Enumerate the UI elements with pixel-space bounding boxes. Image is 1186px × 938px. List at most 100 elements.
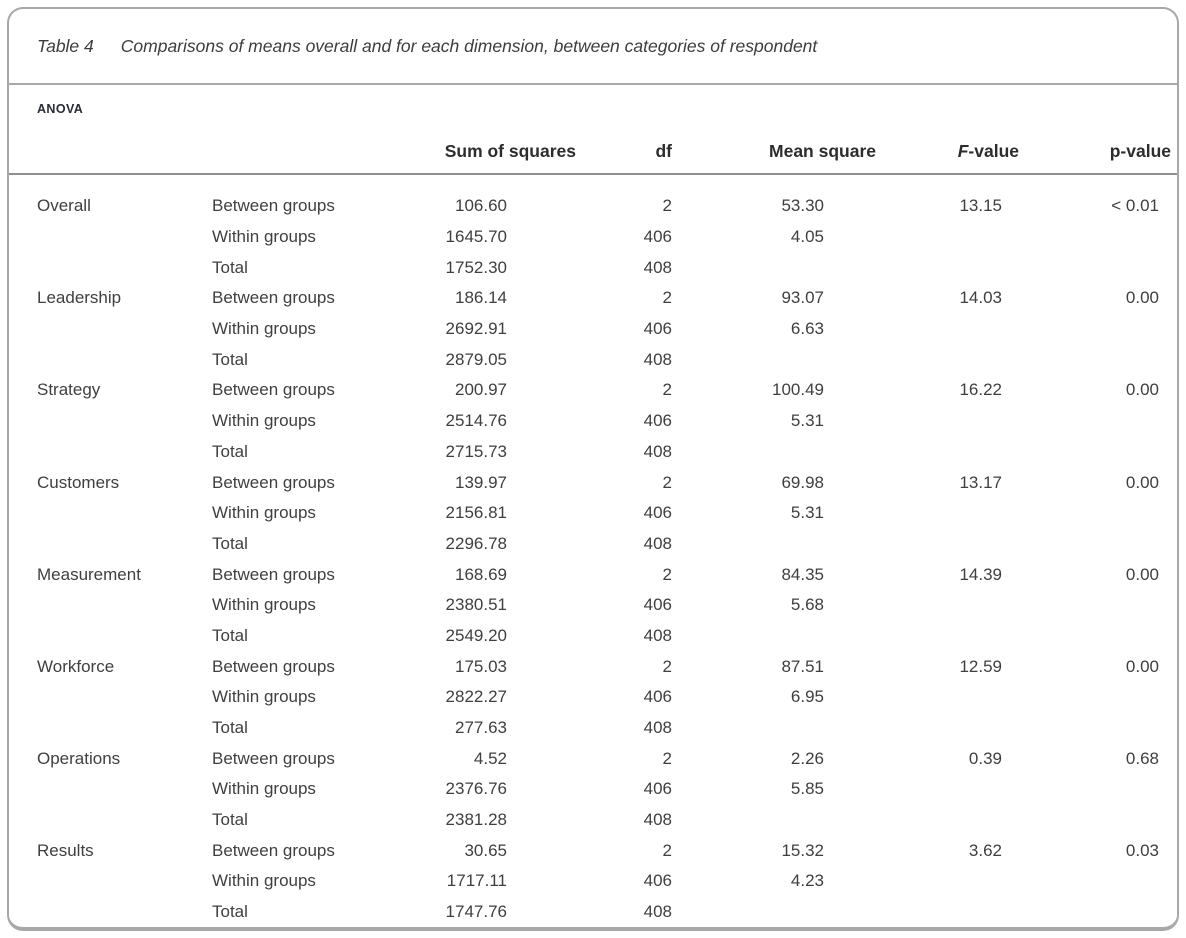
source-cell: Total <box>212 625 248 645</box>
sum-of-squares-cell: 1752.30 <box>445 257 507 277</box>
sum-of-squares-cell: 2376.76 <box>445 779 507 799</box>
sum-of-squares-cell: 1645.70 <box>445 227 507 247</box>
mean-square-cell <box>673 529 879 560</box>
sum-of-squares-cell: 2822.27 <box>445 687 507 707</box>
mean-square-cell <box>673 621 879 652</box>
dimension-cell: Leadership <box>37 288 122 308</box>
f-value-rest: -value <box>968 141 1019 161</box>
df-cell: 406 <box>643 595 672 615</box>
sum-of-squares-cell: 1747.76 <box>445 902 507 922</box>
f-value-cell: 16.22 <box>959 380 1002 400</box>
df-cell: 408 <box>643 718 672 738</box>
df-cell: 2 <box>662 380 672 400</box>
mean-square-cell: 53.30 <box>781 196 824 216</box>
source-cell: Between groups <box>212 288 335 308</box>
table-row: Strategy Between groups 200.97 2 100.49 16.22… <box>9 375 1177 406</box>
source-cell: Between groups <box>212 472 335 492</box>
source-cell: Within groups <box>212 319 316 339</box>
mean-square-cell: 5.31 <box>790 503 824 523</box>
p-value-cell <box>1021 866 1177 897</box>
df-cell: 2 <box>662 840 672 860</box>
table-row: Workforce Between groups 175.03 2 87.51 12.59… <box>9 651 1177 682</box>
f-value-cell: 14.39 <box>959 564 1002 584</box>
f-value-cell <box>879 222 1021 253</box>
source-cell: Total <box>212 349 248 369</box>
dimension-cell: Customers <box>37 472 120 492</box>
table-row: Total 2549.20 408 <box>9 621 1177 652</box>
dimension-cell <box>9 529 212 560</box>
sum-of-squares-cell: 2879.05 <box>445 349 507 369</box>
df-cell: 406 <box>643 319 672 339</box>
source-cell: Total <box>212 441 248 461</box>
df-cell: 408 <box>643 257 672 277</box>
mean-square-cell: 4.23 <box>790 871 824 891</box>
table-row: Leadership Between groups 186.14 2 93.07 14.0… <box>9 283 1177 314</box>
table-row: Total 2715.73 408 <box>9 437 1177 468</box>
p-value-cell <box>1021 252 1177 283</box>
table-row: Within groups 2822.27 406 6.95 <box>9 682 1177 713</box>
f-value-cell <box>879 252 1021 283</box>
p-value-cell <box>1021 498 1177 529</box>
source-cell: Within groups <box>212 227 316 247</box>
df-cell: 406 <box>643 871 672 891</box>
table-row: Total 1752.30 408 <box>9 252 1177 283</box>
p-value-cell <box>1021 897 1177 927</box>
sum-of-squares-cell: 2381.28 <box>445 810 507 830</box>
sum-of-squares-cell: 200.97 <box>455 380 507 400</box>
p-value-cell: 0.03 <box>1125 840 1159 860</box>
f-value-cell <box>879 344 1021 375</box>
table-row: Total 2381.28 408 <box>9 805 1177 836</box>
p-value-cell <box>1021 621 1177 652</box>
source-cell: Within groups <box>212 871 316 891</box>
dimension-cell <box>9 897 212 927</box>
table-row: Operations Between groups 4.52 2 2.26 0.39 0.6… <box>9 743 1177 774</box>
f-value-cell <box>879 897 1021 927</box>
dimension-cell <box>9 590 212 621</box>
f-value-cell <box>879 866 1021 897</box>
p-value-cell <box>1021 590 1177 621</box>
col-header-f-value: F-value <box>879 118 1021 174</box>
mean-square-cell: 5.68 <box>790 595 824 615</box>
f-value-cell <box>879 713 1021 744</box>
p-value-cell: 0.68 <box>1125 748 1159 768</box>
p-value-cell <box>1021 406 1177 437</box>
mean-square-cell: 100.49 <box>772 380 824 400</box>
table-row: Customers Between groups 139.97 2 69.98 13.17… <box>9 467 1177 498</box>
dimension-cell <box>9 713 212 744</box>
sum-of-squares-cell: 1717.11 <box>446 871 507 891</box>
f-value-cell <box>879 498 1021 529</box>
dimension-cell: Results <box>37 840 94 860</box>
dimension-cell: Overall <box>37 196 91 216</box>
table-caption: Table 4 Comparisons of means overall and… <box>9 9 1177 83</box>
sum-of-squares-cell: 30.65 <box>464 840 507 860</box>
sum-of-squares-cell: 2715.73 <box>445 441 507 461</box>
source-cell: Within groups <box>212 595 316 615</box>
table-row: Within groups 2156.81 406 5.31 <box>9 498 1177 529</box>
df-cell: 406 <box>643 227 672 247</box>
mean-square-cell: 93.07 <box>781 288 824 308</box>
dimension-cell <box>9 252 212 283</box>
source-cell: Within groups <box>212 503 316 523</box>
empty-header-cell <box>212 118 407 174</box>
sum-of-squares-cell: 2549.20 <box>445 625 507 645</box>
col-header-mean-square: Mean square <box>769 141 876 161</box>
p-value-cell: 0.00 <box>1125 288 1159 308</box>
f-value-cell <box>879 437 1021 468</box>
f-value-cell <box>879 406 1021 437</box>
mean-square-cell: 4.05 <box>790 227 824 247</box>
p-value-cell <box>1021 314 1177 345</box>
dimension-cell <box>9 682 212 713</box>
sum-of-squares-cell: 186.14 <box>455 288 507 308</box>
mean-square-cell <box>673 713 879 744</box>
df-cell: 406 <box>643 687 672 707</box>
sum-of-squares-cell: 139.97 <box>455 472 507 492</box>
mean-square-cell <box>673 805 879 836</box>
dimension-cell <box>9 406 212 437</box>
source-cell: Between groups <box>212 196 335 216</box>
mean-square-cell: 15.32 <box>781 840 824 860</box>
sum-of-squares-cell: 277.63 <box>455 718 507 738</box>
df-cell: 408 <box>643 810 672 830</box>
source-cell: Between groups <box>212 380 335 400</box>
p-value-cell <box>1021 222 1177 253</box>
df-cell: 408 <box>643 902 672 922</box>
